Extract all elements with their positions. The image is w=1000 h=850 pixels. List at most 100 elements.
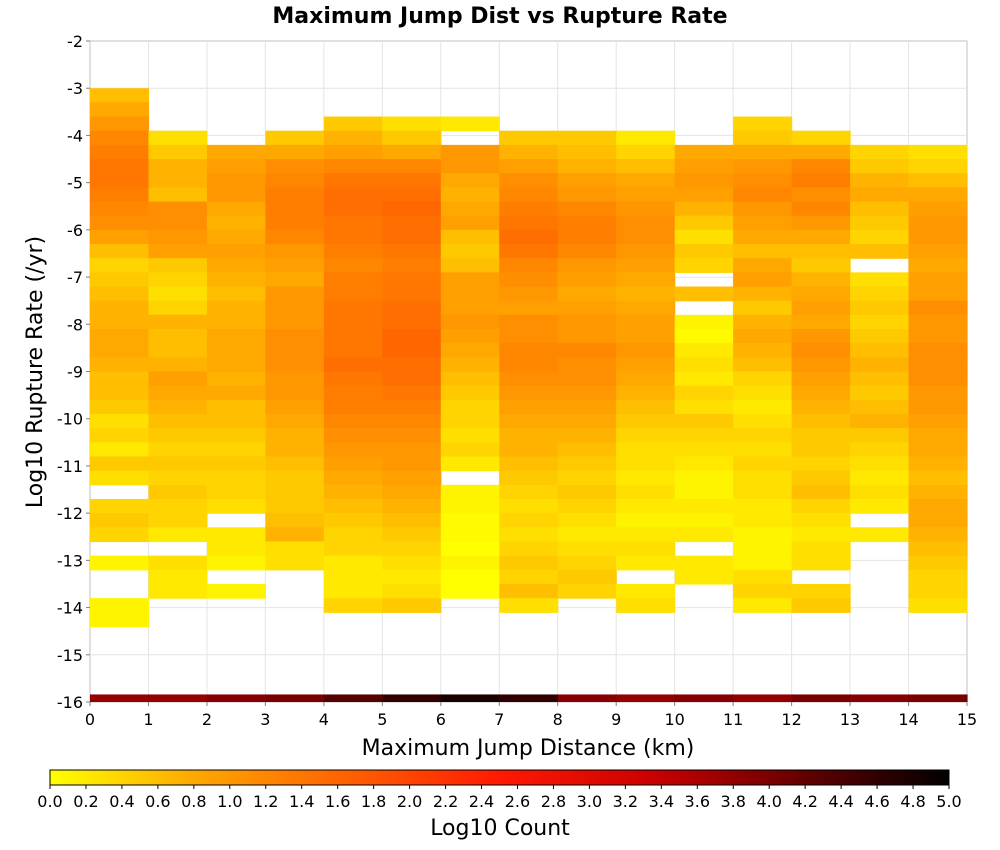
heatmap-cell (674, 527, 734, 543)
heatmap-cell (850, 442, 910, 458)
heatmap-cell-bottom (206, 694, 266, 702)
heatmap-cell (791, 428, 851, 443)
x-tick-label: 6 (436, 710, 446, 729)
heatmap-cell (206, 215, 266, 231)
heatmap-cell (382, 399, 442, 415)
heatmap-cell (674, 215, 734, 231)
heatmap-cell (616, 272, 676, 288)
heatmap-cell (674, 428, 734, 443)
heatmap-cell (206, 428, 266, 443)
heatmap-cell (382, 343, 442, 358)
heatmap-cell (148, 413, 208, 429)
heatmap-cell (733, 456, 793, 472)
heatmap-cell (557, 498, 617, 514)
heatmap-cell (148, 229, 208, 245)
heatmap-cell (265, 258, 325, 273)
heatmap-cell (90, 116, 150, 132)
heatmap-cell (90, 102, 150, 118)
heatmap-cell (908, 343, 968, 358)
heatmap-cell (265, 314, 325, 330)
heatmap-cell (206, 541, 266, 557)
y-tick-label: -10 (57, 410, 83, 429)
heatmap-cell (733, 413, 793, 429)
heatmap-cell (206, 385, 266, 401)
heatmap-cell (440, 144, 500, 160)
heatmap-cell (557, 215, 617, 231)
heatmap-cell (616, 413, 676, 429)
heatmap-cell (323, 598, 383, 613)
colorbar-tick-label: 3.6 (685, 792, 710, 811)
heatmap-cell (557, 541, 617, 557)
heatmap-cell (323, 215, 383, 231)
heatmap-cell (791, 244, 851, 259)
colorbar-tick-label: 0.2 (73, 792, 98, 811)
heatmap-cell (206, 286, 266, 302)
heatmap-cell (908, 583, 968, 599)
heatmap-cell (791, 413, 851, 429)
heatmap-cell (499, 314, 559, 330)
heatmap-cell (265, 144, 325, 160)
heatmap-cell (557, 272, 617, 288)
heatmap-cell (499, 371, 559, 387)
heatmap-cell (206, 498, 266, 514)
heatmap-cell (908, 286, 968, 302)
heatmap-cell (908, 244, 968, 259)
heatmap-cell (382, 159, 442, 174)
heatmap-cell (90, 343, 150, 358)
heatmap-cell (90, 399, 150, 415)
heatmap-cell (382, 116, 442, 132)
x-tick-label: 13 (840, 710, 860, 729)
heatmap-cell (265, 442, 325, 458)
heatmap-cell (382, 513, 442, 528)
heatmap-cell (908, 187, 968, 203)
heatmap-cell (908, 173, 968, 188)
colorbar-tick-label: 1.6 (325, 792, 350, 811)
heatmap-cell (616, 144, 676, 160)
heatmap-cell (440, 116, 500, 132)
heatmap-cell (265, 498, 325, 514)
heatmap-cell (850, 399, 910, 415)
heatmap-cell (265, 130, 325, 146)
heatmap-cell (733, 173, 793, 188)
heatmap-cell (674, 385, 734, 401)
heatmap-cell (265, 343, 325, 358)
heatmap-cell (908, 498, 968, 514)
heatmap-cell (499, 569, 559, 585)
heatmap-cell (265, 357, 325, 373)
heatmap-cell (499, 329, 559, 344)
heatmap-cell (616, 314, 676, 330)
colorbar-tick-label: 2.6 (505, 792, 530, 811)
heatmap-cell (90, 88, 150, 103)
heatmap-cell (616, 286, 676, 302)
heatmap-cell (90, 244, 150, 259)
heatmap-cell (733, 569, 793, 585)
heatmap-cell-bottom (265, 694, 325, 702)
heatmap-cell (206, 470, 266, 486)
heatmap-cell (499, 583, 559, 599)
heatmap-cell (499, 428, 559, 443)
x-tick-label: 12 (781, 710, 801, 729)
chart-title: Maximum Jump Dist vs Rupture Rate (272, 4, 727, 29)
x-tick-label: 2 (202, 710, 212, 729)
heatmap-cell (557, 130, 617, 146)
heatmap-cell (382, 569, 442, 585)
heatmap-cell (557, 569, 617, 585)
heatmap-cell (206, 442, 266, 458)
heatmap-cell (265, 428, 325, 443)
heatmap-cell (382, 498, 442, 514)
heatmap-cell (440, 343, 500, 358)
x-tick-label: 10 (664, 710, 684, 729)
heatmap-cell (850, 173, 910, 188)
heatmap-cell (148, 130, 208, 146)
heatmap-cell (90, 229, 150, 245)
heatmap-cell (850, 343, 910, 358)
heatmap-cell (90, 527, 150, 543)
heatmap-cell (90, 187, 150, 203)
heatmap-cell (90, 428, 150, 443)
heatmap-cell (440, 258, 500, 273)
heatmap-cell (382, 130, 442, 146)
heatmap-cell (791, 201, 851, 217)
heatmap-cell (382, 314, 442, 330)
heatmap-cell (733, 385, 793, 401)
